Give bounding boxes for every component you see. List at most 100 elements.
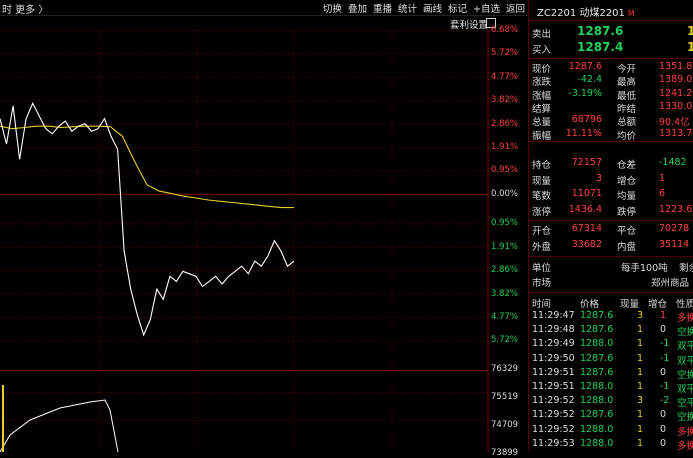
quote-key: 今开 (617, 64, 637, 75)
quote-key: 涨幅 (532, 90, 552, 102)
tick-nature: 多换 (677, 313, 693, 324)
volume-axis-label: 75519 (491, 392, 519, 402)
toolbar-replay[interactable]: 重播 (372, 4, 392, 15)
average-price-line (0, 125, 294, 209)
axis-label: 4.77% (491, 312, 519, 322)
unit-label: 单位 (532, 263, 552, 274)
bid-volume: 1 (687, 40, 693, 54)
chart-subbar: 套利设置 (0, 16, 528, 31)
tick-oi-change: 1 (660, 310, 667, 321)
unit-value: 每手100吨 (621, 263, 668, 274)
tick-volume: 1 (637, 409, 644, 421)
tick-nature: 空换 (677, 327, 693, 339)
toolbar-overlay[interactable]: 叠加 (347, 4, 367, 15)
quote-key: 振幅 (532, 130, 552, 142)
quote-row: 总量 68796 总额 90.4亿 (529, 114, 693, 128)
tick-row: 11:29:52 1287.6 1 0 空换 (529, 409, 693, 424)
tick-volume: 1 (637, 366, 644, 378)
header-oi-change: 增仓 (648, 299, 668, 310)
open-interest-line (0, 399, 119, 453)
tick-price: 1287.6 (580, 310, 614, 321)
quote-value: 11071 (571, 188, 602, 199)
tick-volume: 1 (637, 324, 644, 336)
tick-oi-change: 0 (660, 437, 667, 449)
volume-axis-label: 74709 (491, 420, 519, 430)
quote-value: 11.11% (565, 127, 602, 139)
axis-label: 5.72% (491, 335, 519, 346)
tick-nature: 双平 (677, 384, 693, 395)
tick-volume: 1 (637, 338, 644, 350)
quote-row: 笔数 11071 均量 6 (529, 188, 693, 202)
quote-key: 现量 (532, 175, 552, 187)
quote-row: 涨跌 -42.4 最高 1389.0 (529, 74, 693, 89)
quote-key: 最低 (617, 90, 637, 102)
quote-value: 1 (659, 172, 666, 184)
more-menu[interactable]: 时 更多 〉 (2, 5, 49, 16)
quote-key: 外盘 (532, 242, 552, 253)
axis-label: 3.82% (491, 288, 519, 299)
quote-key: 平仓 (617, 226, 637, 237)
tick-row: 11:29:53 1288.0 1 0 多换 (529, 437, 693, 452)
price-line (0, 102, 295, 337)
quote-value: 3 (595, 172, 602, 184)
quote-key: 结算 (532, 103, 552, 115)
tick-row: 11:29:50 1287.6 1 -1 双平 (529, 352, 693, 367)
contract-mark: M (627, 9, 635, 18)
tick-price: 1287.6 (580, 409, 614, 421)
toolbar-switch[interactable]: 切换 (322, 4, 342, 15)
quote-row: 现量 3 增仓 1 (529, 172, 693, 187)
quote-key: 最高 (617, 77, 637, 89)
tick-volume: 3 (637, 310, 644, 321)
quote-value: 1313.7 (659, 127, 693, 139)
quote-value: 1241.2 (659, 87, 693, 99)
tick-volume: 1 (637, 423, 644, 435)
quote-key: 均量 (617, 191, 637, 202)
tick-nature: 双平 (677, 355, 693, 367)
ticks-header: 时间 价格 现量 增仓 性质 (529, 296, 693, 310)
contract-title: ZC2201 动煤2201 M (537, 4, 635, 19)
tick-volume: 3 (637, 395, 644, 407)
quote-value: 1351.8 (659, 61, 693, 72)
tick-time: 11:29:52 (532, 423, 575, 435)
market-value: 郑州商品 (651, 278, 690, 289)
tick-oi-change: -1 (660, 352, 670, 364)
quote-row: 振幅 11.11% 均价 1313.7 (529, 127, 693, 142)
quote-value: 67314 (571, 223, 602, 234)
toolbar-draw[interactable]: 画线 (422, 4, 442, 15)
axis-label: 3.82% (491, 95, 519, 106)
ask-row: 卖出 1287.6 1 (529, 24, 693, 40)
quote-row: 持仓 72157 仓差 -1482 (529, 157, 693, 171)
toolbar-stats[interactable]: 统计 (397, 4, 417, 15)
intraday-chart[interactable]: 6.68% 5.72% 4.77% 3.82% 2.86% 1.91% 0.95% 0.00%… (0, 25, 528, 458)
header-volume: 现量 (620, 299, 640, 310)
tick-price: 1288.0 (580, 395, 614, 407)
quote-value: 1223.6 (659, 203, 693, 215)
quote-key: 跌停 (617, 206, 637, 218)
tick-time: 11:29:50 (532, 352, 575, 364)
tick-nature: 空换 (677, 412, 693, 424)
quote-value: 6 (659, 188, 666, 199)
toolbar-add-watchlist[interactable]: +自选 (473, 4, 500, 15)
quote-key: 涨停 (532, 206, 552, 218)
toolbar-mark[interactable]: 标记 (448, 4, 468, 15)
quote-key: 仓差 (617, 160, 637, 171)
bid-price: 1287.4 (577, 40, 624, 54)
bid-label: 买入 (532, 45, 552, 56)
tick-price: 1288.0 (580, 437, 614, 449)
tick-price: 1287.6 (580, 366, 614, 378)
tick-oi-change: -1 (660, 381, 670, 392)
quote-value: 1436.4 (568, 203, 602, 215)
quote-panel: ZC2201 动煤2201 M 卖出 1287.6 1 买入 1287.4 1 现… (528, 0, 693, 452)
arbitrage-settings-button[interactable]: 套利设置 (449, 20, 488, 31)
header-price: 价格 (580, 299, 600, 310)
axis-label: 2.86% (491, 265, 519, 276)
axis-label: 6.68% (491, 25, 519, 35)
tick-time: 11:29:48 (532, 324, 575, 336)
tick-time: 11:29:49 (532, 338, 575, 350)
arbitrage-checkbox[interactable] (486, 18, 496, 28)
axis-label: 0.95% (491, 218, 519, 229)
quote-row: 结算 昨结 1330.0 (529, 101, 693, 115)
quote-key: 笔数 (532, 191, 552, 202)
market-row: 市场 郑州商品 (529, 275, 693, 289)
toolbar-back[interactable]: 返回 (505, 4, 525, 15)
